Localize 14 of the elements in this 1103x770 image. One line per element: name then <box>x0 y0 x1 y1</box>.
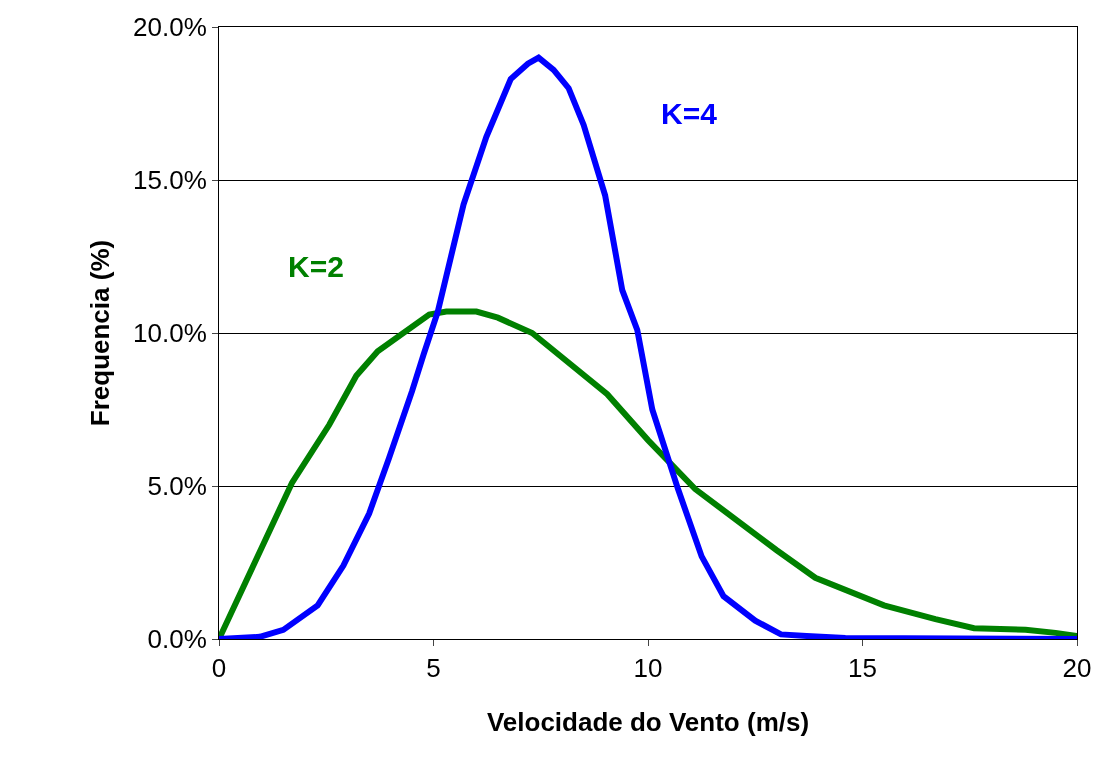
text: K=4 <box>661 97 718 130</box>
y-tick-label: 5.0% <box>147 471 207 502</box>
y-tick-label: 20.0% <box>133 12 207 43</box>
y-tick-label: 10.0% <box>133 318 207 349</box>
y-tick-label: 15.0% <box>133 165 207 196</box>
y-axis-title: Frequencia (%) <box>85 239 116 427</box>
text: K=2 <box>288 250 344 283</box>
x-tick-label: 20 <box>1062 653 1092 684</box>
x-tick-label: 15 <box>848 653 877 684</box>
x-axis-title: Velocidade do Vento (m/s) <box>486 706 810 737</box>
x-tick-label: 5 <box>426 653 441 684</box>
x-tick-label: 0 <box>211 653 227 684</box>
x-tick-label: 10 <box>633 653 663 684</box>
y-tick-label: 0.0% <box>147 624 207 655</box>
